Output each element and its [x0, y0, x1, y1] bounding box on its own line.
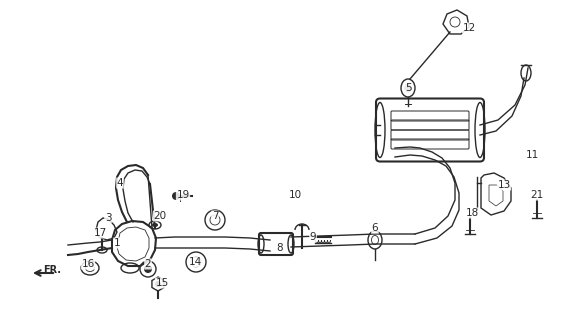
Circle shape: [172, 192, 180, 200]
Ellipse shape: [152, 223, 158, 227]
Ellipse shape: [404, 84, 411, 92]
Text: 10: 10: [288, 190, 302, 200]
Text: 19: 19: [177, 190, 189, 200]
Text: 14: 14: [188, 257, 202, 267]
Circle shape: [144, 265, 152, 273]
Text: 5: 5: [405, 83, 411, 93]
Text: 15: 15: [155, 278, 168, 288]
Text: 3: 3: [105, 213, 112, 223]
Text: 17: 17: [94, 228, 107, 238]
Text: 13: 13: [497, 180, 511, 190]
Text: 1: 1: [114, 238, 120, 248]
Text: 12: 12: [462, 23, 476, 33]
Text: 8: 8: [277, 243, 284, 253]
Text: 4: 4: [117, 178, 123, 188]
Text: FR.: FR.: [43, 265, 61, 275]
Circle shape: [155, 281, 161, 287]
Text: 11: 11: [525, 150, 539, 160]
Text: 6: 6: [372, 223, 378, 233]
Text: 2: 2: [145, 259, 151, 269]
Text: 7: 7: [211, 211, 218, 221]
Text: 20: 20: [153, 211, 167, 221]
Text: 21: 21: [530, 190, 544, 200]
Text: 9: 9: [310, 232, 316, 242]
Text: 16: 16: [81, 259, 95, 269]
Text: 18: 18: [465, 208, 479, 218]
